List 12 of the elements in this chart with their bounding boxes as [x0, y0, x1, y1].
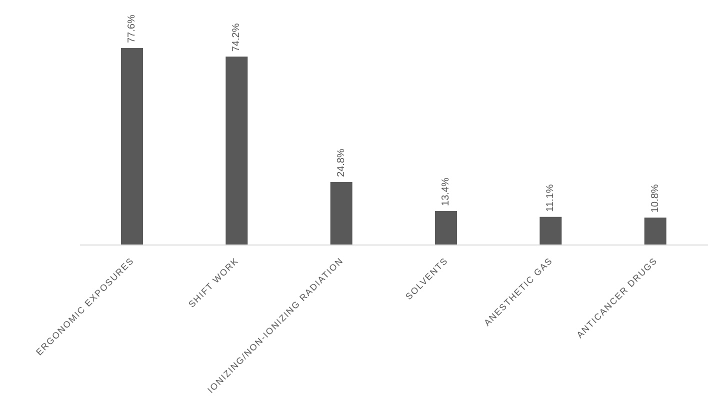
bar [121, 48, 143, 245]
data-label: 74.2% [231, 23, 242, 52]
bar [330, 182, 352, 245]
data-label: 77.6% [126, 14, 138, 43]
bar [435, 210, 457, 245]
data-label: 11.1% [545, 184, 556, 212]
data-label: 13.4% [440, 178, 452, 206]
data-label: 10.8% [650, 184, 661, 213]
data-label: 24.8% [336, 148, 347, 178]
bar [644, 218, 666, 245]
bar [540, 216, 562, 245]
bar [226, 56, 248, 245]
